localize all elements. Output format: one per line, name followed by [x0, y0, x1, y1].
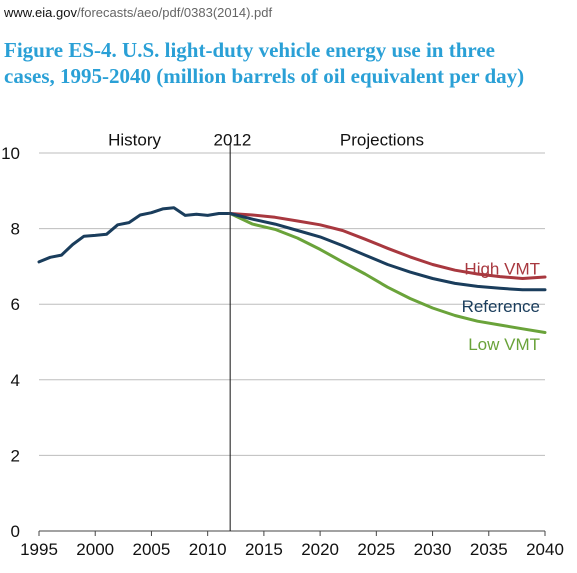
series-line-high-vmt — [228, 212, 547, 280]
y-tick-label-4: 4 — [11, 371, 20, 390]
y-tick-label-2: 2 — [11, 446, 20, 465]
series-label-high-vmt: High VMT — [464, 259, 540, 278]
x-tick-label-2030: 2030 — [414, 540, 452, 559]
y-tick-label-10: 10 — [1, 144, 20, 163]
pdf-url-bar[interactable]: www.eia.gov/forecasts/aeo/pdf/0383(2014)… — [4, 2, 573, 22]
y-tick-label-0: 0 — [11, 522, 20, 541]
history-series-line — [37, 206, 232, 264]
series-line-low-vmt — [228, 212, 547, 334]
annotation-projections: Projections — [340, 131, 424, 150]
x-tick-label-2020: 2020 — [301, 540, 339, 559]
x-tick-label-2015: 2015 — [245, 540, 283, 559]
annotation-history: History — [108, 131, 161, 150]
x-tick-label-2005: 2005 — [133, 540, 171, 559]
x-tick-label-2025: 2025 — [357, 540, 395, 559]
y-tick-label-6: 6 — [11, 295, 20, 314]
annotation-2012: 2012 — [213, 131, 251, 150]
x-tick-label-2035: 2035 — [470, 540, 508, 559]
url-path: /forecasts/aeo/pdf/0383(2014).pdf — [76, 4, 273, 20]
x-tick-label-2010: 2010 — [189, 540, 227, 559]
series-label-low-vmt: Low VMT — [468, 335, 540, 354]
series-label-reference: Reference — [462, 297, 540, 316]
url-host: www.eia.gov — [4, 4, 77, 20]
x-tick-label-2000: 2000 — [76, 540, 114, 559]
x-tick-label-2040: 2040 — [526, 540, 564, 559]
y-tick-label-8: 8 — [11, 220, 20, 239]
x-tick-label-1995: 1995 — [20, 540, 58, 559]
series-line-reference — [228, 212, 547, 292]
figure-title: Figure ES-4. U.S. light-duty vehicle ene… — [4, 38, 525, 88]
